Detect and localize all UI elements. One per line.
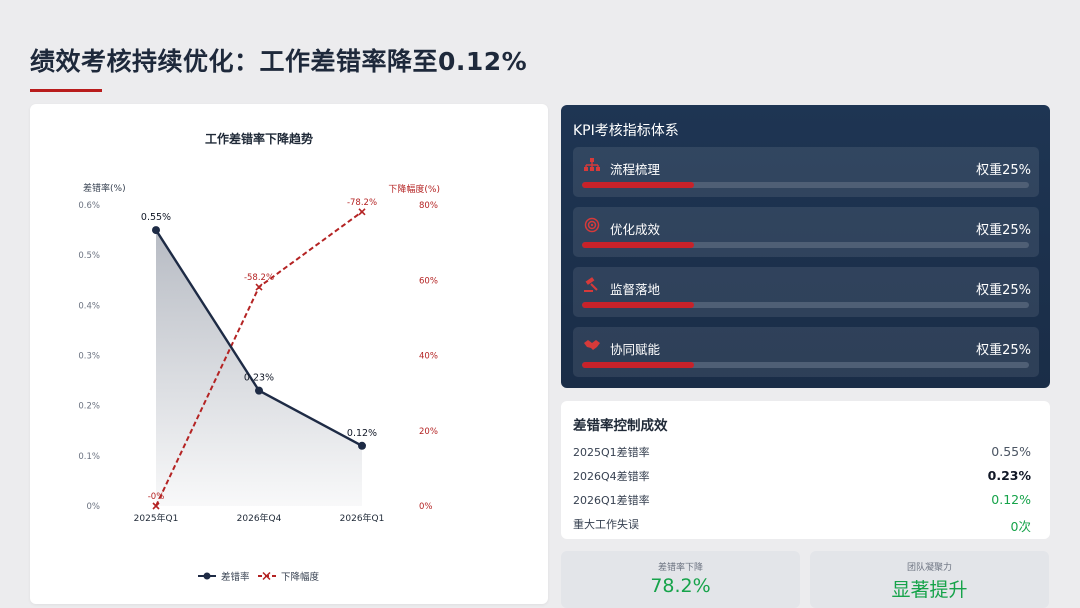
kpi-weight-collaboration: 权重25% (976, 343, 1031, 358)
y-right-axis-label: 下降幅度(%) (388, 183, 440, 195)
y-right-tick-label: 20% (419, 427, 438, 437)
control-row-value: 0.55% (991, 444, 1031, 459)
control-row-label: 重大工作失误 (573, 518, 639, 531)
y-left-tick-label: 0.1% (78, 452, 100, 462)
kpi-progress-fill-optimization (582, 242, 694, 248)
error-control-title: 差错率控制成效 (573, 418, 668, 434)
control-row-value: 0.23% (987, 468, 1031, 483)
decline-data-label: -58.2% (244, 273, 274, 283)
y-left-tick-label: 0.3% (78, 352, 100, 362)
kpi-progress-track-process (582, 182, 1029, 188)
error-control-card: 差错率控制成效 2025Q1差错率 0.55% 2026Q4差错率 0.23% … (561, 401, 1050, 539)
kpi-label-collaboration: 协同赋能 (610, 342, 661, 357)
kpi-weight-supervision: 权重25% (976, 283, 1031, 298)
kpi-progress-track-collaboration (582, 362, 1029, 368)
y-right-tick-label: 80% (419, 201, 438, 211)
decline-point (255, 283, 263, 291)
legend-marker-error-rate (203, 572, 211, 580)
y-right-tick-label: 0% (419, 502, 433, 512)
title-underline (30, 89, 102, 92)
y-left-tick-label: 0.5% (78, 251, 100, 261)
y-left-tick-label: 0.2% (78, 402, 100, 412)
error-rate-chart: 工作差错率下降趋势 差错率(%) 下降幅度(%) 0% 0.1% 0.2% 0.3% 0… (78, 131, 440, 583)
gavel-icon (584, 277, 598, 292)
control-row-value: 0次 (1010, 519, 1031, 534)
decline-point (358, 208, 366, 216)
error-rate-area (156, 230, 362, 506)
error-rate-data-label: 0.23% (244, 373, 274, 384)
control-row-label: 2026Q1差错率 (573, 494, 650, 507)
kpi-label-supervision: 监督落地 (610, 282, 661, 297)
stat-card-error-decline: 差错率下降 78.2% (561, 551, 800, 608)
handshake-icon (584, 340, 600, 350)
kpi-weight-optimization: 权重25% (976, 223, 1031, 238)
control-row: 2026Q4差错率 0.23% (573, 468, 1039, 488)
y-right-tick-label: 60% (419, 276, 438, 286)
decline-point (152, 502, 160, 510)
control-row: 重大工作失误 0次 (573, 516, 1039, 536)
target-icon (584, 217, 600, 233)
chart-legend: 差错率 下降幅度 (198, 571, 320, 583)
kpi-item-collaboration: 协同赋能 权重25% (573, 327, 1039, 377)
error-rate-point (358, 441, 366, 450)
kpi-weight-process: 权重25% (976, 163, 1031, 178)
kpi-progress-track-optimization (582, 242, 1029, 248)
error-rate-data-label: 0.12% (347, 428, 377, 439)
kpi-progress-fill-collaboration (582, 362, 694, 368)
kpi-item-supervision: 监督落地 权重25% (573, 267, 1039, 317)
legend-label-error-rate: 差错率 (221, 571, 250, 583)
legend-marker-decline (262, 571, 271, 581)
kpi-panel-title: KPI考核指标体系 (573, 123, 679, 139)
control-row-value: 0.12% (991, 492, 1031, 507)
stat-card-team-cohesion: 团队凝聚力 显著提升 (810, 551, 1049, 608)
decline-data-label: -0% (148, 492, 165, 502)
legend-label-decline: 下降幅度 (281, 571, 320, 583)
y-left-tick-label: 0.4% (78, 301, 100, 311)
control-row: 2025Q1差错率 0.55% (573, 444, 1039, 464)
stat-value: 显著提升 (891, 579, 968, 601)
kpi-progress-track-supervision (582, 302, 1029, 308)
stat-label: 团队凝聚力 (906, 563, 952, 573)
kpi-panel: KPI考核指标体系 流程梳理 权重25% 优化成效 权重25% (561, 105, 1050, 388)
sitemap-icon (584, 158, 600, 171)
error-rate-point (152, 226, 160, 235)
y-left-tick-label: 0% (87, 502, 101, 512)
kpi-progress-fill-process (582, 182, 694, 188)
kpi-progress-fill-supervision (582, 302, 694, 308)
x-tick-label: 2025年Q1 (134, 512, 179, 524)
error-rate-point (255, 386, 263, 395)
x-tick-label: 2026年Q1 (340, 512, 385, 524)
y-right-tick-label: 40% (419, 352, 438, 362)
kpi-label-process: 流程梳理 (610, 162, 661, 177)
chart-card: 工作差错率下降趋势 差错率(%) 下降幅度(%) 0% 0.1% 0.2% 0.3% 0… (30, 104, 548, 604)
control-row-label: 2026Q4差错率 (573, 470, 650, 483)
stat-value: 78.2% (650, 575, 711, 597)
x-tick-label: 2026年Q4 (237, 512, 282, 524)
kpi-label-optimization: 优化成效 (610, 222, 661, 237)
control-row: 2026Q1差错率 0.12% (573, 492, 1039, 512)
kpi-item-optimization: 优化成效 权重25% (573, 207, 1039, 257)
control-row-label: 2025Q1差错率 (573, 446, 650, 459)
error-rate-data-label: 0.55% (141, 212, 171, 223)
decline-data-label: -78.2% (347, 198, 377, 208)
page-title: 绩效考核持续优化：工作差错率降至0.12% (30, 47, 528, 76)
y-left-tick-label: 0.6% (78, 201, 100, 211)
stat-label: 差错率下降 (657, 563, 703, 573)
kpi-item-process: 流程梳理 权重25% (573, 147, 1039, 197)
y-left-axis-label: 差错率(%) (83, 182, 126, 194)
chart-title: 工作差错率下降趋势 (205, 131, 313, 146)
